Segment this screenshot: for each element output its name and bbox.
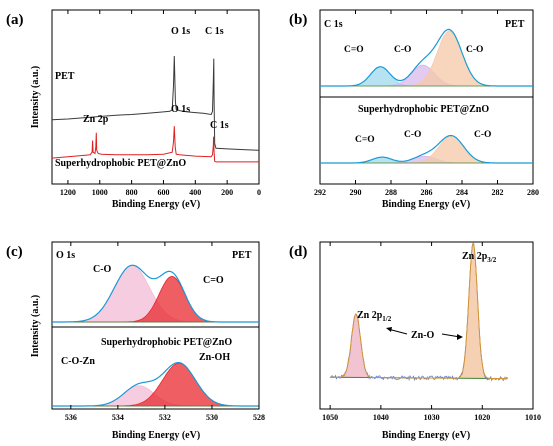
a-series-pet-line: [51, 55, 260, 151]
panel-b-superhydrophobic-label: Superhydrophobic PET@ZnO: [358, 104, 489, 115]
b-tick-label-3: 286: [421, 188, 433, 197]
panel-a-ylabel: Intensity (a.u.): [30, 66, 41, 129]
a-tick-label-5: 200: [221, 188, 233, 197]
a-tick-label-4: 400: [189, 188, 201, 197]
c-tick-label-2: 532: [159, 413, 171, 422]
panel-b-bottom-plot: [320, 134, 533, 164]
c-top-co-label: C-O: [93, 264, 112, 275]
b-tick-label-2: 288: [385, 188, 397, 197]
panel-d-x-ticks: 1050 1040 1030 1020 1010: [322, 242, 541, 422]
b-tick-label-1: 290: [350, 188, 362, 197]
annotation-pet: PET: [55, 71, 75, 82]
d-zn12-label: Zn 2p1/2: [357, 310, 392, 323]
panel-b-pet-label: PET: [505, 19, 525, 30]
panel-c-title: O 1s: [56, 250, 75, 261]
d-zn12-label-sub: 1/2: [382, 315, 391, 323]
panel-b-top-plot: [320, 28, 533, 87]
d-tick-label-4: 1010: [525, 413, 541, 422]
b-tick-label-5: 282: [492, 188, 504, 197]
panel-c-bottom-plot: [52, 362, 259, 407]
c-tick-label-1: 534: [112, 413, 124, 422]
d-tick-label-3: 1020: [474, 413, 490, 422]
b-bot-c1-label: C-O: [404, 130, 421, 140]
panel-c-x-ticks: 536 534 532 530 528: [65, 242, 265, 422]
b-top-co-label: C=O: [344, 45, 364, 55]
annotation-superhydrophobic: Superhydrophobic PET@ZnO: [55, 158, 186, 169]
a-tick-label-3: 600: [157, 188, 169, 197]
d-tick-label-2: 1030: [424, 413, 440, 422]
panel-c-label: (c): [6, 244, 23, 260]
d-zn32-label-base: Zn 2p: [462, 251, 488, 262]
d-arrow-left: [386, 327, 408, 335]
panel-c-ylabel: Intensity (a.u.): [30, 295, 41, 358]
d-zn12-label-base: Zn 2p: [357, 310, 383, 321]
panel-d-frame: [319, 241, 534, 410]
b-top-peak-co-2: [320, 30, 533, 87]
panel-a-series: [51, 55, 260, 163]
c-bot-znoh-label: Zn-OH: [199, 352, 230, 363]
a-tick-label-6: 0: [257, 188, 261, 197]
panel-c-top-plot: [52, 264, 259, 323]
annotation-c1s-zno: C 1s: [210, 120, 229, 131]
annotation-o1s-pet: O 1s: [171, 26, 190, 37]
panel-d-plot: [329, 242, 508, 382]
c-tick-label-0: 536: [65, 413, 77, 422]
panel-d: (d) 1050 1040 1030 1020 1010 Zn 2p1/2 Zn 2p3…: [289, 241, 541, 441]
d-arrow-right: [441, 333, 463, 340]
b-bot-c2-label: C-O: [474, 130, 491, 140]
b-tick-label-6: 280: [527, 188, 539, 197]
c-tick-label-4: 528: [253, 413, 265, 422]
a-tick-label-2: 800: [126, 188, 138, 197]
d-zno-label: Zn-O: [411, 330, 435, 341]
panel-b-label: (b): [289, 12, 307, 28]
c-bot-envelope: [52, 362, 259, 407]
b-tick-label-4: 284: [456, 188, 468, 197]
annotation-c1s-pet: C 1s: [205, 26, 224, 37]
d-zn32-label-sub: 3/2: [487, 256, 496, 264]
c-tick-label-3: 530: [206, 413, 218, 422]
panel-b-xlabel: Binding Energy (eV): [382, 199, 470, 210]
c-bot-cozn-label: C-O-Zn: [61, 356, 95, 367]
b-top-envelope: [320, 28, 533, 87]
panel-c-xlabel: Binding Energy (eV): [112, 430, 200, 441]
panel-a-xlabel: Binding Energy (eV): [112, 199, 200, 210]
panel-d-xlabel: Binding Energy (eV): [382, 430, 470, 441]
panel-a-label: (a): [6, 12, 24, 28]
c-bot-peak-znoh-1: [52, 362, 259, 407]
d-zn32-label: Zn 2p3/2: [462, 251, 497, 264]
d-envelope: [330, 242, 508, 380]
b-top-c2-label: C-O: [466, 45, 483, 55]
panel-c-superhydrophobic-label: Superhydrophobic PET@ZnO: [101, 337, 232, 348]
a-tick-label-1: 1000: [92, 188, 108, 197]
annotation-o1s-zno: O 1s: [171, 104, 190, 115]
d-tick-label-1: 1040: [373, 413, 389, 422]
annotation-zn2p: Zn 2p: [83, 114, 109, 125]
panel-b-x-ticks: 292 290 288 286 284 282 280: [314, 10, 539, 197]
panel-c: (c) 536 534 532 530 528 O 1s PET Superhydrop…: [6, 241, 265, 441]
b-bot-peak-co-2: [320, 135, 533, 164]
panel-c-pet-label: PET: [232, 250, 252, 261]
d-tick-label-0: 1050: [322, 413, 338, 422]
panel-a-frame: [51, 9, 260, 185]
c-top-cdo-label: C=O: [203, 275, 224, 286]
panel-b: (b) 292 290 288 286 284 282 280 C 1s PET Super…: [289, 9, 539, 210]
c-top-envelope: [52, 264, 259, 323]
a-tick-label-0: 1200: [60, 188, 76, 197]
panel-c-frame: [51, 241, 260, 410]
panel-a: (a) 1200 1000 800 600 400 200 0 Binding Energy…: [6, 9, 261, 210]
panel-b-title: C 1s: [324, 19, 343, 30]
b-tick-label-0: 292: [314, 188, 326, 197]
a-series-superhydrophobic-line: [51, 126, 259, 163]
panel-a-x-ticks: 1200 1000 800 600 400 200 0: [60, 10, 261, 197]
b-bot-envelope: [320, 134, 533, 164]
panel-d-label: (d): [289, 244, 307, 260]
b-bot-co-label: C=O: [355, 135, 375, 145]
b-top-c1-label: C-O: [394, 45, 411, 55]
